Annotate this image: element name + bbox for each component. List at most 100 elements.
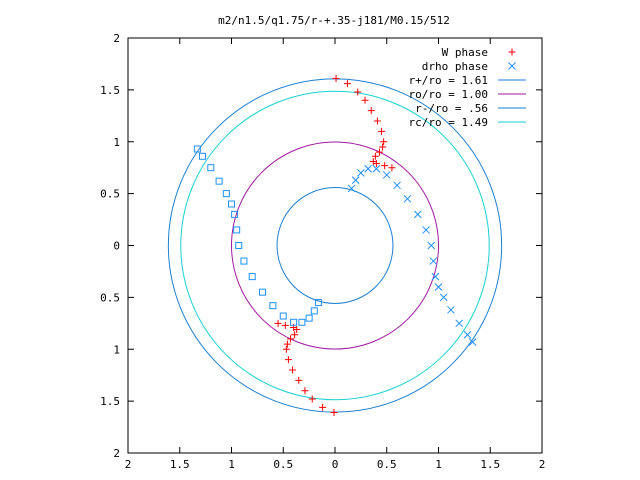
legend-label: rc/ro = 1.49: [409, 116, 488, 129]
data-point: [310, 307, 318, 315]
y-tick-label: 1: [113, 343, 120, 356]
data-point: [259, 288, 267, 296]
y-tick-label: 0: [113, 240, 120, 253]
data-point: [388, 164, 396, 172]
data-point: [291, 331, 299, 339]
y-tick-label: 1: [113, 136, 120, 149]
data-point: [463, 330, 472, 339]
legend-label: W phase: [442, 46, 488, 59]
data-point: [289, 366, 297, 374]
data-point: [319, 403, 327, 411]
data-point: [199, 152, 207, 160]
data-point: [222, 190, 230, 198]
data-point: [393, 181, 401, 190]
data-point: [380, 138, 388, 146]
x-tick-label: 2: [125, 458, 132, 471]
x-tick-label: 0.5: [377, 458, 397, 471]
x-tick-label: 1: [435, 458, 442, 471]
data-point: [330, 409, 338, 417]
data-point: [283, 340, 291, 348]
x-tick-label: 1.5: [170, 458, 190, 471]
data-point: [422, 226, 430, 234]
reference-circle-6: [276, 187, 394, 304]
legend-label: ro/ro = 1.00: [409, 88, 488, 101]
data-point: [215, 177, 223, 185]
data-point: [372, 160, 380, 168]
data-point: [351, 176, 360, 184]
y-tick-label: 0.5: [100, 291, 120, 304]
y-tick-label: 1.5: [100, 84, 120, 97]
data-point: [290, 318, 298, 326]
data-point: [371, 152, 379, 160]
data-point: [274, 319, 282, 327]
data-point: [286, 335, 294, 343]
data-point: [354, 88, 362, 96]
series-2: [347, 164, 477, 346]
data-point: [372, 164, 381, 173]
series-0: [332, 74, 396, 172]
legend-label: r+/ro = 1.61: [409, 74, 488, 87]
x-axis: 2 1.5 1 0.5 0 0.5 1 1.5 2: [125, 38, 546, 471]
y-tick-label: 2: [113, 447, 120, 460]
data-point: [248, 273, 256, 281]
data-point: [376, 148, 384, 156]
data-point: [439, 293, 448, 302]
data-point: [381, 162, 389, 170]
data-point: [305, 314, 313, 322]
data-point: [434, 283, 443, 291]
y-tick-label: 0.5: [100, 188, 120, 201]
data-point: [284, 356, 292, 364]
chart-title: m2/n1.5/q1.75/r-+.35-j181/M0.15/512: [218, 14, 450, 27]
data-point: [235, 242, 243, 249]
data-point: [447, 305, 455, 314]
data-point: [233, 226, 241, 234]
data-point: [413, 210, 422, 219]
data-point: [361, 96, 369, 104]
y-axis: 2 1.5 1 0.5 0 0.5 1 1.5 2: [100, 32, 542, 460]
data-point: [379, 143, 387, 151]
data-point: [240, 257, 248, 265]
data-point: [429, 257, 438, 265]
x-tick-label: 2: [539, 458, 546, 471]
plot-area: [167, 74, 503, 417]
data-point: [295, 376, 303, 384]
data-point: [364, 164, 372, 173]
data-point: [468, 338, 477, 346]
data-point: [281, 321, 289, 329]
data-point: [403, 194, 412, 203]
data-point: [298, 318, 306, 326]
legend-label: r-/ro = .56: [415, 102, 488, 115]
data-point: [301, 387, 309, 395]
series-3: [193, 145, 322, 326]
legend-swatch: [508, 48, 516, 56]
data-point: [193, 145, 201, 153]
data-point: [314, 299, 322, 307]
y-tick-label: 2: [113, 32, 120, 45]
data-point: [343, 80, 351, 88]
y-tick-label: 1.5: [100, 395, 120, 408]
data-point: [332, 74, 340, 82]
data-point: [357, 169, 365, 177]
data-point: [455, 319, 464, 328]
data-point: [279, 312, 287, 320]
data-point: [382, 171, 391, 179]
x-tick-label: 1.5: [480, 458, 500, 471]
data-point: [427, 241, 436, 250]
data-point: [431, 272, 440, 281]
data-point: [378, 127, 386, 135]
data-point: [207, 164, 215, 172]
data-point: [373, 117, 381, 125]
data-point: [231, 210, 239, 218]
data-point: [282, 345, 290, 353]
x-tick-label: 1: [228, 458, 235, 471]
x-tick-label: 0: [332, 458, 339, 471]
data-point: [367, 107, 375, 115]
data-point: [228, 200, 235, 208]
reference-circle-5: [231, 141, 439, 350]
reference-circle-7: [180, 90, 490, 401]
x-tick-label: 0.5: [273, 458, 293, 471]
legend-swatch: [508, 62, 516, 70]
legend-label: drho phase: [422, 60, 488, 73]
